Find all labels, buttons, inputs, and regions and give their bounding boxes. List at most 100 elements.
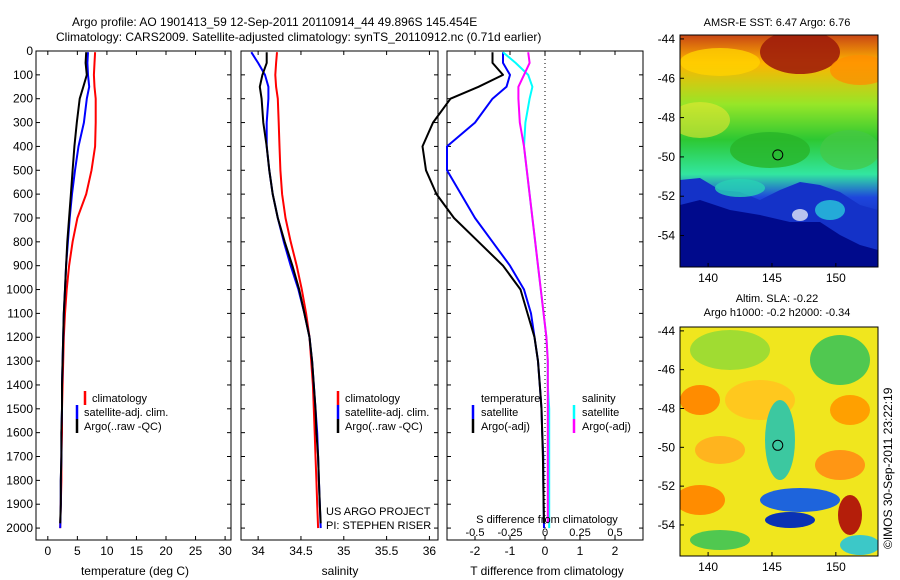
difference-top-xlabel: S difference from climatology bbox=[476, 514, 618, 526]
argo-position-marker bbox=[772, 149, 784, 161]
project-pi: PI: STEPHEN RISER bbox=[326, 520, 431, 532]
project-name: US ARGO PROJECT bbox=[326, 506, 431, 518]
x-tick-label: 35.5 bbox=[375, 544, 399, 558]
y-tick-label: 500 bbox=[13, 163, 33, 177]
series-line bbox=[274, 52, 320, 529]
difference-xlabel: T difference from climatology bbox=[470, 564, 624, 578]
y-tick-label: -44 bbox=[658, 32, 676, 46]
y-tick-label: 700 bbox=[13, 211, 33, 225]
sla-map-title-line1: Altim. SLA: -0.22 bbox=[736, 293, 819, 305]
x-tick-label: 150 bbox=[826, 560, 846, 574]
series-line bbox=[59, 52, 88, 524]
y-tick-label: 1600 bbox=[6, 426, 33, 440]
y-tick-label: 900 bbox=[13, 259, 33, 273]
temperature-legend: climatology satellite-adj. clim. Argo(..… bbox=[75, 391, 168, 433]
sla-map-title-line2: Argo h1000: -0.2 h2000: -0.34 bbox=[704, 307, 851, 319]
y-tick-label: 1500 bbox=[6, 402, 33, 416]
legend-label-t-satellite: satellite bbox=[481, 407, 518, 419]
series-line bbox=[517, 52, 549, 524]
x-top-tick-label: 0.5 bbox=[607, 527, 622, 539]
plot-frame bbox=[240, 50, 439, 541]
temperature-panel: 0 5 10 15 20 25 300100200300400500600700800900… bbox=[6, 44, 232, 558]
sla-map-image bbox=[680, 327, 878, 556]
x-tick-label: 30 bbox=[218, 544, 232, 558]
y-tick-label: 1700 bbox=[6, 450, 33, 464]
difference-legend: temperature satellite Argo(-adj) salinit… bbox=[471, 393, 631, 433]
y-tick-label: -44 bbox=[658, 324, 676, 338]
legend-label-t-argo: Argo(-adj) bbox=[481, 421, 530, 433]
legend-label-satellite: satellite-adj. clim. bbox=[84, 407, 168, 419]
y-tick-label: 1900 bbox=[6, 497, 33, 511]
x-tick-label: 150 bbox=[826, 271, 846, 285]
figure-title-line1: Argo profile: AO 1901413_59 12-Sep-2011 … bbox=[72, 15, 477, 29]
legend-label-climatology: climatology bbox=[345, 393, 401, 405]
y-tick-label: 300 bbox=[13, 116, 33, 130]
x-tick-label: 145 bbox=[762, 271, 782, 285]
legend-label-s-satellite: satellite bbox=[582, 407, 619, 419]
x-top-tick-label: -0.25 bbox=[497, 527, 522, 539]
imos-credit: ©IMOS 30-Sep-2011 23:22:19 bbox=[881, 387, 895, 549]
x-tick-label: 25 bbox=[189, 544, 203, 558]
y-tick-label: 400 bbox=[13, 139, 33, 153]
y-tick-label: -54 bbox=[658, 518, 676, 532]
salinity-xlabel: salinity bbox=[322, 564, 359, 578]
y-tick-label: 1800 bbox=[6, 473, 33, 487]
x-tick-label: 20 bbox=[159, 544, 173, 558]
legend-label-argo: Argo(..raw -QC) bbox=[345, 421, 423, 433]
x-tick-label: 5 bbox=[74, 544, 81, 558]
y-tick-label: -52 bbox=[658, 189, 676, 203]
argo-position-marker bbox=[772, 439, 784, 451]
y-tick-label: 1100 bbox=[7, 306, 33, 320]
salinity-panel: 34 34.5 35 35.5 36 bbox=[240, 50, 439, 558]
y-tick-label: -48 bbox=[658, 111, 676, 125]
legend-label-satellite: satellite-adj. clim. bbox=[345, 407, 429, 419]
legend-label-argo: Argo(..raw -QC) bbox=[84, 421, 162, 433]
sst-map-image bbox=[680, 35, 878, 267]
legend-label-s-argo: Argo(-adj) bbox=[582, 421, 631, 433]
x-tick-label: 34.5 bbox=[289, 544, 313, 558]
y-tick-label: 1000 bbox=[6, 283, 33, 297]
y-tick-label: -52 bbox=[658, 479, 676, 493]
salinity-legend: climatology satellite-adj. clim. Argo(..… bbox=[336, 391, 429, 433]
y-tick-label: -50 bbox=[658, 150, 676, 164]
series-line bbox=[250, 51, 322, 529]
map-frame bbox=[679, 326, 879, 557]
y-tick-label: 1400 bbox=[6, 378, 33, 392]
x-tick-label: 145 bbox=[762, 560, 782, 574]
y-tick-label: 800 bbox=[13, 235, 33, 249]
legend-title-salinity: salinity bbox=[582, 393, 616, 405]
x-top-tick-label: 0.25 bbox=[569, 527, 590, 539]
x-tick-label: 2 bbox=[612, 544, 619, 558]
temperature-xlabel: temperature (deg C) bbox=[81, 564, 189, 578]
sst-map-title: AMSR-E SST: 6.47 Argo: 6.76 bbox=[704, 17, 851, 29]
x-tick-label: 1 bbox=[577, 544, 584, 558]
x-tick-label: 15 bbox=[130, 544, 144, 558]
series-line bbox=[258, 52, 322, 524]
x-tick-label: -1 bbox=[505, 544, 516, 558]
x-tick-label: 10 bbox=[100, 544, 114, 558]
x-tick-label: 35 bbox=[337, 544, 351, 558]
y-tick-label: -46 bbox=[658, 71, 676, 85]
x-top-tick-label: -0.5 bbox=[466, 527, 485, 539]
x-tick-label: -2 bbox=[470, 544, 481, 558]
y-tick-label: 1200 bbox=[6, 330, 33, 344]
sla-map-axes: 140 145 150 -44 -46 -48 -50 -52 -54 bbox=[658, 324, 879, 574]
plot-frame bbox=[35, 50, 232, 541]
y-tick-label: 600 bbox=[13, 187, 33, 201]
x-tick-label: 140 bbox=[698, 560, 718, 574]
y-tick-label: 1300 bbox=[6, 354, 33, 368]
x-tick-label: 36 bbox=[423, 544, 437, 558]
legend-label-climatology: climatology bbox=[92, 393, 148, 405]
x-tick-label: 34 bbox=[251, 544, 265, 558]
y-tick-label: -50 bbox=[658, 440, 676, 454]
y-tick-label: 0 bbox=[26, 44, 33, 58]
map-frame bbox=[679, 34, 879, 268]
sst-map-axes: 140 145 150 -44 -46 -48 -50 -52 -54 bbox=[658, 32, 879, 285]
figure-title-line2: Climatology: CARS2009. Satellite-adjuste… bbox=[56, 30, 541, 44]
x-tick-label: 140 bbox=[698, 271, 718, 285]
y-tick-label: 200 bbox=[13, 92, 33, 106]
x-top-tick-label: 0 bbox=[542, 527, 548, 539]
legend-title-temperature: temperature bbox=[481, 393, 540, 405]
y-tick-label: 100 bbox=[13, 68, 33, 82]
